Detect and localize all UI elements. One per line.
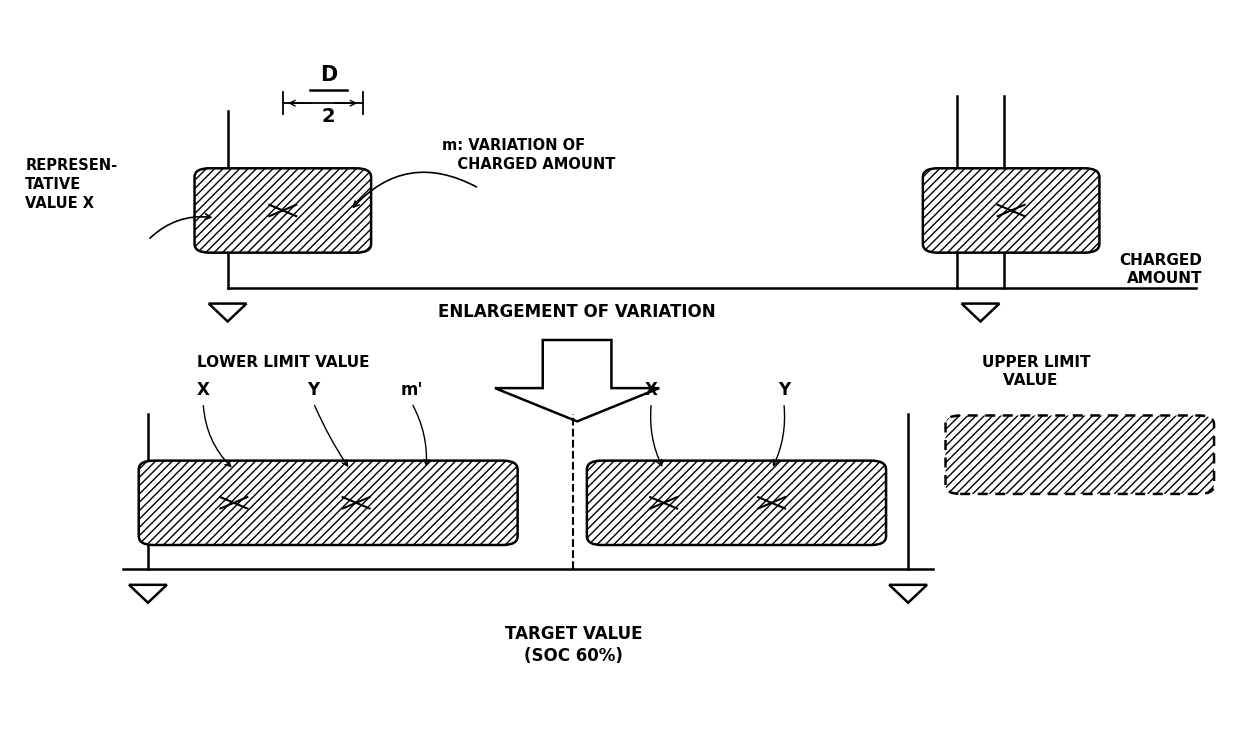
Text: Y: Y (308, 382, 320, 399)
Text: ENLARGEMENT OF VARIATION: ENLARGEMENT OF VARIATION (438, 304, 715, 321)
Text: X: X (197, 382, 210, 399)
Text: LOWER LIMIT VALUE: LOWER LIMIT VALUE (197, 355, 370, 369)
Text: UPPER LIMIT
    VALUE: UPPER LIMIT VALUE (982, 355, 1090, 388)
Text: CHARGED
AMOUNT: CHARGED AMOUNT (1120, 253, 1203, 287)
Text: m: VARIATION OF
   CHARGED AMOUNT: m: VARIATION OF CHARGED AMOUNT (443, 137, 615, 173)
FancyBboxPatch shape (923, 168, 1100, 253)
FancyBboxPatch shape (139, 461, 517, 545)
Text: D: D (320, 65, 337, 84)
Text: Y: Y (777, 382, 790, 399)
Text: m': m' (401, 382, 423, 399)
Text: TARGET VALUE
(SOC 60%): TARGET VALUE (SOC 60%) (505, 625, 642, 665)
Text: REPRESEN-
TATIVE
VALUE X: REPRESEN- TATIVE VALUE X (25, 158, 118, 210)
FancyBboxPatch shape (587, 461, 887, 545)
Text: 2: 2 (322, 107, 336, 126)
Text: X: X (645, 382, 658, 399)
FancyBboxPatch shape (946, 415, 1214, 494)
FancyBboxPatch shape (195, 168, 371, 253)
